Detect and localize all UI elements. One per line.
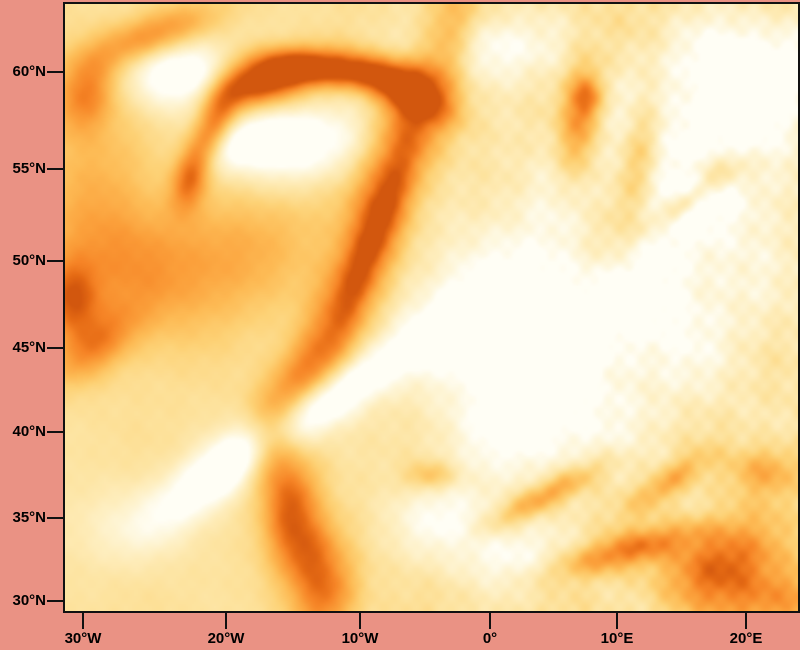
x-tick-mark <box>616 613 618 629</box>
y-tick-label: 30°N <box>12 592 46 609</box>
field-heatmap-canvas <box>65 4 798 611</box>
y-tick-label: 55°N <box>12 160 46 177</box>
x-tick-mark <box>745 613 747 629</box>
y-tick-label: 45°N <box>12 339 46 356</box>
map-panel <box>63 2 800 613</box>
x-tick-mark <box>225 613 227 629</box>
y-tick-mark <box>47 347 63 349</box>
x-tick-label: 0° <box>482 630 498 647</box>
x-tick-mark <box>359 613 361 629</box>
y-tick-mark <box>47 168 63 170</box>
x-tick-mark <box>82 613 84 629</box>
y-tick-mark <box>47 260 63 262</box>
x-tick-label: 20°E <box>729 630 763 647</box>
y-tick-mark <box>47 517 63 519</box>
y-tick-mark <box>47 431 63 433</box>
x-tick-label: 20°W <box>207 630 245 647</box>
x-tick-label: 10°E <box>600 630 634 647</box>
x-tick-label: 30°W <box>64 630 102 647</box>
x-tick-mark <box>489 613 491 629</box>
y-tick-mark <box>47 71 63 73</box>
y-tick-label: 60°N <box>12 63 46 80</box>
y-tick-label: 40°N <box>12 423 46 440</box>
y-tick-label: 35°N <box>12 509 46 526</box>
y-tick-mark <box>47 600 63 602</box>
y-tick-label: 50°N <box>12 252 46 269</box>
x-tick-label: 10°W <box>341 630 379 647</box>
